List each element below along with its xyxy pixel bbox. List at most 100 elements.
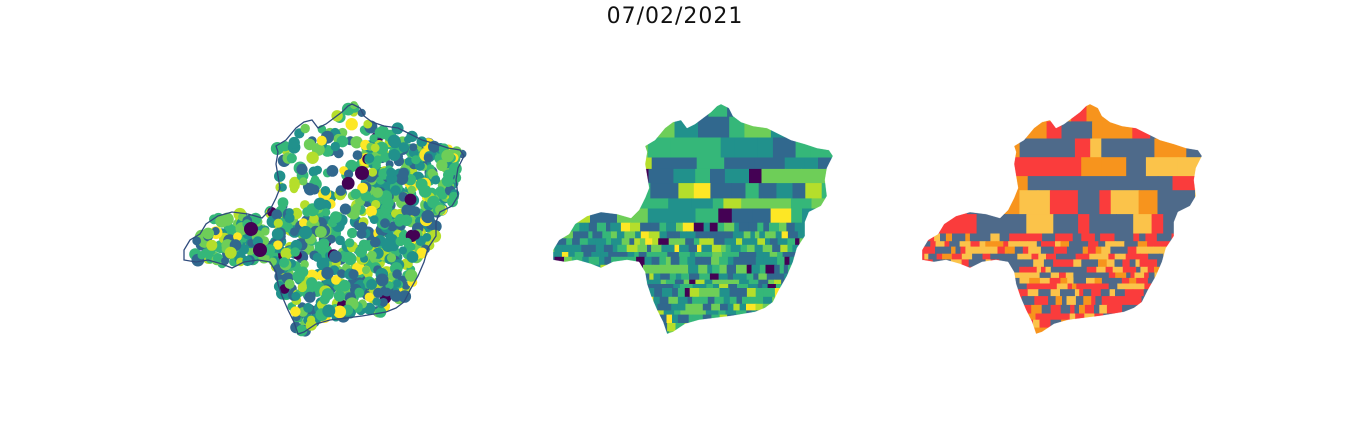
municipality-cell <box>553 168 565 184</box>
municipality-cell <box>620 157 641 170</box>
city-point <box>387 134 401 148</box>
municipality-cell <box>723 198 742 210</box>
municipality-cell <box>1177 157 1202 177</box>
municipality-cell <box>1205 335 1212 341</box>
municipality-cell <box>820 252 826 258</box>
municipality-cell <box>1016 233 1025 242</box>
municipality-cell <box>1159 253 1164 260</box>
city-point <box>299 225 313 240</box>
municipality-cell <box>627 338 638 345</box>
municipality-cell <box>724 222 735 233</box>
municipality-cell <box>931 277 942 285</box>
municipality-cell <box>1090 233 1096 242</box>
municipality-cell <box>950 277 962 285</box>
municipality-cell <box>922 138 948 158</box>
municipality-cell <box>678 338 684 345</box>
municipality-cell <box>612 244 618 253</box>
municipality-cell <box>1059 266 1071 274</box>
city-point <box>313 165 322 175</box>
municipality-cell <box>553 157 576 170</box>
municipality-cell <box>1161 266 1168 274</box>
municipality-cell <box>1049 157 1082 177</box>
municipality-cell <box>718 208 733 224</box>
municipality-cell <box>591 252 601 258</box>
municipality-cell <box>693 238 700 246</box>
municipality-cell <box>1202 320 1207 329</box>
municipality-cell <box>1010 335 1017 341</box>
municipality-cell <box>1014 246 1024 255</box>
municipality-cell <box>763 252 771 258</box>
municipality-cell <box>563 168 586 184</box>
municipality-cell <box>1180 246 1190 255</box>
municipality-cell <box>1038 253 1047 260</box>
municipality-cell <box>1022 121 1048 140</box>
municipality-cell <box>1072 233 1082 242</box>
municipality-cell <box>1021 296 1029 306</box>
municipality-cell <box>1110 190 1140 215</box>
municipality-cell <box>773 303 783 311</box>
municipality-cell <box>781 303 789 311</box>
municipality-cell <box>675 264 681 275</box>
municipality-cell <box>962 313 969 321</box>
municipality-cell <box>1140 266 1149 274</box>
municipality-cell <box>940 121 967 140</box>
municipality-cell <box>769 222 780 233</box>
municipality-cell <box>682 222 695 233</box>
city-point <box>369 134 378 143</box>
municipality-cell <box>673 284 681 289</box>
municipality-cell <box>777 238 788 246</box>
municipality-cell <box>1174 246 1182 255</box>
municipality-cell <box>970 241 981 248</box>
municipality-cell <box>679 244 690 253</box>
municipality-cell <box>586 116 600 139</box>
municipality-cell <box>786 222 796 233</box>
municipality-cell <box>621 238 630 246</box>
municipality-cell <box>661 264 667 275</box>
municipality-cell <box>687 256 696 266</box>
city-point <box>441 175 454 188</box>
municipality-cell <box>1129 259 1137 268</box>
municipality-cell <box>609 331 620 334</box>
municipality-cell <box>824 104 833 118</box>
municipality-cell <box>810 338 815 345</box>
municipality-cell <box>674 279 685 285</box>
municipality-cell <box>828 238 833 246</box>
municipality-cell <box>647 137 671 159</box>
municipality-cell <box>579 296 591 305</box>
municipality-cell <box>830 222 833 233</box>
municipality-cell <box>918 335 924 341</box>
municipality-cell <box>705 310 713 316</box>
municipality-cell <box>1205 278 1211 284</box>
municipality-cell <box>685 238 695 246</box>
municipality-cell <box>930 241 937 248</box>
municipality-cell <box>650 279 662 285</box>
municipality-cell <box>553 314 556 324</box>
municipality-cell <box>958 327 970 334</box>
municipality-cell <box>1139 253 1149 260</box>
municipality-cell <box>665 256 672 266</box>
municipality-cell <box>1131 296 1143 306</box>
municipality-cell <box>931 176 963 191</box>
municipality-cell <box>1169 259 1179 268</box>
municipality-cell <box>733 303 741 311</box>
municipality-cell <box>1189 233 1199 242</box>
municipality-cell <box>553 264 559 275</box>
municipality-cell <box>644 284 655 289</box>
city-point <box>331 275 341 285</box>
municipality-cell <box>1164 277 1176 285</box>
municipality-cell <box>980 233 991 242</box>
municipality-cell <box>739 252 747 258</box>
municipality-cell <box>1022 246 1029 255</box>
municipality-cell <box>664 284 674 289</box>
municipality-cell <box>809 279 817 285</box>
municipality-cell <box>1089 253 1101 260</box>
municipality-cell <box>645 296 654 305</box>
municipality-cell <box>588 222 598 233</box>
municipality-cell <box>1056 283 1069 290</box>
municipality-cell <box>922 259 923 268</box>
municipality-cell <box>562 296 573 305</box>
municipality-cell <box>662 338 667 345</box>
city-point <box>428 229 442 243</box>
municipality-cell <box>988 296 999 306</box>
municipality-cell <box>653 296 661 305</box>
